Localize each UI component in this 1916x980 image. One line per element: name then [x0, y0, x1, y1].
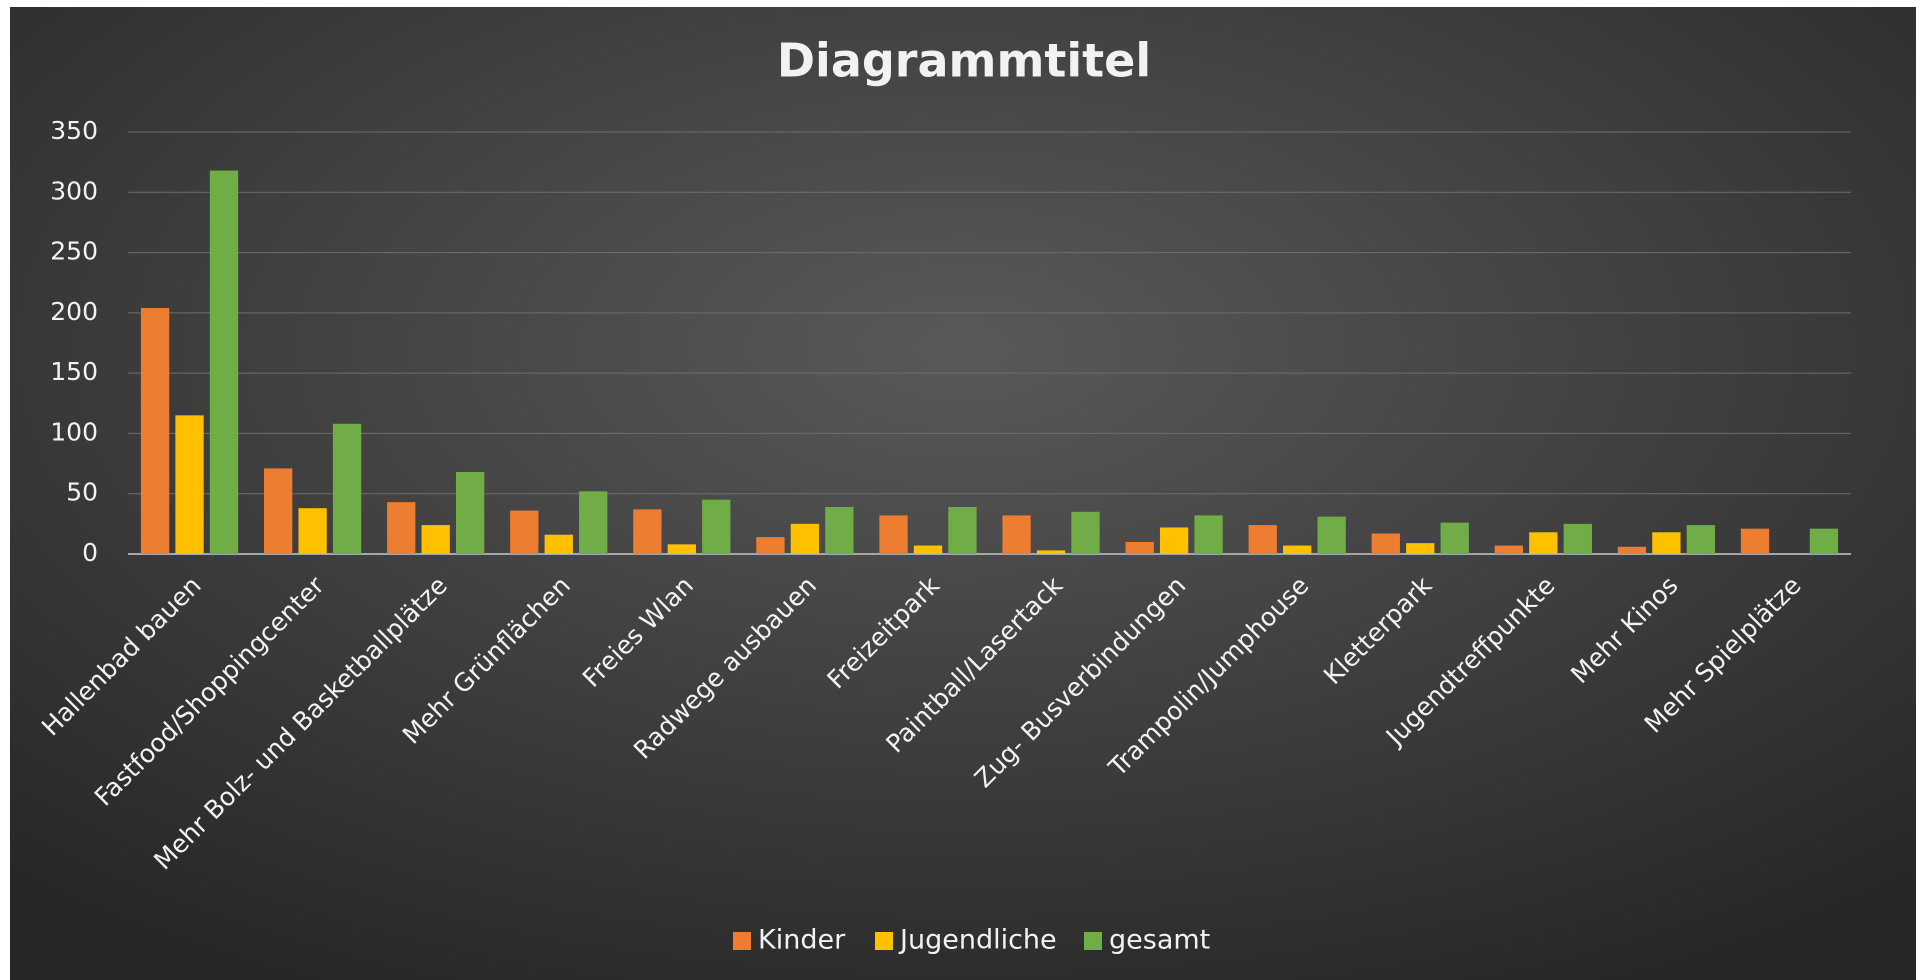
- chart-title: Diagrammtitel: [777, 34, 1151, 88]
- bar: [702, 499, 731, 554]
- bar: [1036, 550, 1066, 554]
- legend-label: Kinder: [758, 925, 846, 956]
- bar: [879, 515, 908, 554]
- bar: [1740, 528, 1770, 554]
- y-tick-label: 100: [50, 417, 98, 446]
- bar: [633, 509, 662, 554]
- bar: [1809, 528, 1839, 554]
- y-tick-label: 150: [50, 357, 98, 386]
- bar: [1194, 515, 1223, 554]
- bar: [1652, 532, 1681, 554]
- bar: [175, 415, 204, 554]
- bar: [1248, 525, 1277, 554]
- y-tick-label: 200: [50, 297, 98, 326]
- bar: [140, 308, 170, 554]
- legend-swatch: [875, 932, 893, 950]
- bar: [510, 510, 539, 554]
- bar: [1529, 532, 1558, 554]
- y-tick-label: 50: [66, 478, 98, 507]
- bar: [1440, 522, 1469, 554]
- bar: [1002, 515, 1031, 554]
- bar: [1563, 523, 1592, 554]
- bar: [421, 525, 450, 554]
- bar: [1125, 541, 1154, 554]
- bar: [1686, 525, 1716, 554]
- bar: [1494, 545, 1524, 554]
- legend-swatch: [733, 932, 751, 950]
- bar: [1283, 545, 1312, 554]
- bar: [1159, 527, 1189, 554]
- bar: [579, 491, 608, 554]
- legend-label: Jugendliche: [898, 925, 1057, 956]
- bar: [209, 170, 239, 554]
- bar: [667, 544, 696, 554]
- legend-swatch: [1084, 932, 1102, 950]
- bar: [1406, 543, 1435, 554]
- bar: [913, 545, 943, 554]
- bar: [387, 502, 416, 554]
- y-tick-label: 300: [50, 176, 98, 205]
- bar: [825, 506, 854, 554]
- bar: [298, 508, 327, 554]
- y-tick-label: 350: [50, 116, 98, 145]
- bar: [263, 468, 293, 554]
- legend-label: gesamt: [1109, 925, 1210, 956]
- bar: [1371, 533, 1400, 554]
- bar: [1071, 511, 1100, 554]
- y-tick-label: 250: [50, 237, 98, 266]
- bar: [1317, 516, 1346, 554]
- bar: [790, 523, 820, 554]
- bar: [455, 472, 485, 554]
- bar: [756, 537, 785, 554]
- bar: [1617, 546, 1647, 554]
- bar: [948, 506, 977, 554]
- y-tick-label: 0: [82, 538, 98, 567]
- bar: [332, 423, 362, 554]
- bar: [544, 534, 573, 554]
